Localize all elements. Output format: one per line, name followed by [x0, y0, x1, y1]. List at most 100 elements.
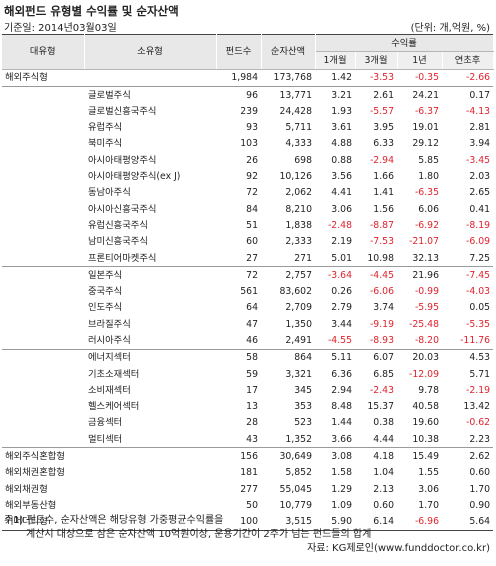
cell-y1: 5.85 [418, 154, 439, 166]
cell-minor [84, 68, 216, 87]
cell-m1: 3.44 [331, 318, 352, 330]
cell-funds: 156 [216, 447, 261, 465]
cell-m3: 6.14 [355, 513, 397, 531]
cell-ytd: 7.25 [469, 252, 491, 264]
cell-assets: 864 [261, 348, 315, 366]
cell-ytd: 3.94 [469, 138, 491, 150]
table-row: 중국주식 561 83,602 0.26 -6.06 -0.99 -4.03 [2, 283, 493, 299]
cell-assets: 353 [294, 401, 312, 413]
cell-ytd: 0.60 [469, 467, 491, 479]
table-row: 유럽신흥국주식 51 1,838 -2.48 -8.87 -6.92 -8.19 [2, 217, 493, 233]
cell-assets: 3,515 [261, 513, 315, 531]
cell-minor: 중국주식 [88, 286, 123, 298]
cell-assets: 698 [294, 154, 312, 166]
table-row: 일본주식 72 2,757 -3.64 -4.45 21.96 -7.45 [2, 266, 494, 284]
cell-major [2, 152, 84, 168]
cell-major [2, 366, 84, 382]
cell-funds: 46 [246, 334, 258, 346]
cell-m3: 10.98 [367, 252, 394, 264]
cell-major [2, 382, 84, 398]
note-line-2: 계산시 대상으로 삼은 순자산액 10억원이상, 운용기간이 2주가 넘는 펀드… [26, 529, 372, 540]
cell-m1: 2.19 [331, 236, 352, 248]
cell-m3: 4.18 [355, 447, 397, 465]
cell-minor: 일본주식 [84, 266, 216, 284]
cell-funds: 239 [240, 105, 258, 117]
cell-assets: 1,350 [285, 318, 312, 330]
cell-assets: 2,757 [261, 266, 315, 284]
cell-m3: 6.33 [373, 138, 394, 150]
cell-funds: 13 [246, 401, 258, 413]
cell-major [2, 168, 84, 184]
cell-minor: 에너지섹터 [84, 348, 216, 366]
cell-assets: 55,045 [279, 483, 312, 495]
cell-m3: -8.87 [369, 219, 394, 231]
cell-minor: 아시아태평양주식 [88, 154, 157, 166]
table-row: 멀티섹터 43 1,352 3.66 4.44 10.38 2.23 [2, 431, 493, 448]
cell-minor [84, 465, 216, 481]
cell-m1: 3.56 [331, 171, 352, 183]
cell-funds: 72 [216, 266, 261, 284]
cell-minor [84, 497, 216, 513]
table-row: 인도주식 64 2,709 2.79 3.74 -5.95 0.05 [2, 300, 493, 316]
cell-y1: -6.92 [414, 219, 439, 231]
header-assets: 순자산액 [261, 34, 316, 70]
cell-ytd: 2.65 [469, 187, 491, 199]
cell-assets: 2,062 [285, 187, 312, 199]
table-row: 해외주식형 1,984 173,768 1.42 -3.53 -0.35 -2.66 [2, 68, 494, 87]
cell-m1: -4.55 [327, 334, 352, 346]
cell-m3: 1.66 [373, 171, 394, 183]
cell-assets: 1,838 [285, 219, 312, 231]
cell-m1: 4.88 [331, 138, 352, 150]
cell-m1: 1.93 [331, 105, 352, 117]
cell-funds: 58 [216, 348, 261, 366]
cell-m1: 2.94 [331, 384, 352, 396]
cell-minor: 인도주식 [88, 302, 123, 314]
cell-major [2, 332, 84, 349]
cell-funds: 277 [240, 483, 258, 495]
cell-y1: 21.96 [397, 266, 442, 284]
cell-m1: 1.44 [331, 417, 352, 429]
cell-y1: 1.70 [418, 499, 439, 511]
cell-m1: 3.21 [315, 85, 355, 104]
cell-y1: -6.96 [397, 513, 442, 531]
table-row: 북미주식 103 4,333 4.88 6.33 29.12 3.94 [2, 136, 493, 152]
cell-m3: -5.57 [369, 105, 394, 117]
cell-m3: 0.38 [373, 417, 394, 429]
note-line-1: 주1) 펀드수, 순자산액은 해당유형 가중평균수익률을 [4, 515, 224, 526]
table-row: 헬스케어섹터 13 353 8.48 15.37 40.58 13.42 [2, 399, 493, 415]
cell-m3: 6.85 [373, 368, 394, 380]
cell-assets: 3,321 [285, 368, 312, 380]
cell-funds: 43 [246, 433, 258, 445]
cell-ytd: -7.45 [442, 266, 494, 284]
unit-label: (단위: 개,억원, %) [410, 23, 490, 34]
cell-funds: 51 [246, 219, 258, 231]
cell-assets: 271 [294, 252, 312, 264]
cell-m1: 3.66 [331, 433, 352, 445]
cell-ytd: 2.03 [469, 171, 491, 183]
cell-m1: 3.06 [331, 203, 352, 215]
cell-assets: 4,333 [285, 138, 312, 150]
table-row: 금융섹터 28 523 1.44 0.38 19.60 -0.62 [2, 415, 493, 431]
page-title: 해외펀드 유형별 수익률 및 순자산액 [4, 4, 179, 18]
cell-ytd: -0.62 [465, 417, 491, 429]
table-row: 아시아태평양주식(ex J) 92 10,126 3.56 1.66 1.80 2.03 [2, 168, 493, 184]
cell-m1: 5.11 [315, 348, 355, 366]
cell-ytd: -6.09 [465, 236, 491, 248]
cell-y1: -6.35 [414, 187, 439, 199]
cell-y1: 32.13 [412, 252, 439, 264]
header-ytd: 연초후 [442, 51, 494, 70]
cell-major: 해외채권혼합형 [5, 467, 65, 479]
cell-funds: 96 [216, 85, 261, 104]
table-row: 해외주식혼합형 156 30,649 3.08 4.18 15.49 2.62 [2, 447, 494, 465]
cell-m1: 3.08 [315, 447, 355, 465]
table-row: 아시아신흥국주식 84 8,210 3.06 1.56 6.06 0.41 [2, 201, 493, 217]
cell-y1: 40.58 [412, 401, 439, 413]
cell-major [2, 136, 84, 152]
cell-ytd: -3.45 [465, 154, 491, 166]
table-row: 해외채권형 277 55,045 1.29 2.13 3.06 1.70 [2, 481, 493, 497]
table-row: 남미신흥국주식 60 2,333 2.19 -7.53 -21.07 -6.09 [2, 234, 493, 250]
cell-funds: 27 [246, 252, 258, 264]
cell-m3: 2.61 [355, 85, 397, 104]
meta-line: 기준일: 2014년03월03일 (단위: 개,억원, %) [4, 19, 490, 34]
